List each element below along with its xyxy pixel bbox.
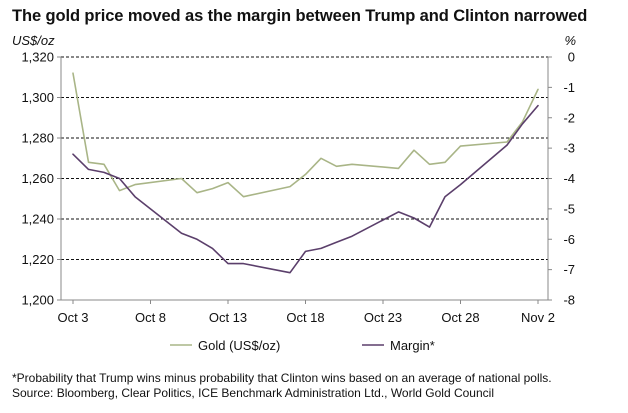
legend-margin: Margin*	[362, 338, 435, 353]
legend-gold-label: Gold (US$/oz)	[198, 338, 280, 353]
left-tick-label: 1,200	[21, 293, 54, 308]
right-tick-label: 0	[568, 50, 575, 65]
x-tick-label: Nov 2	[521, 310, 555, 325]
right-tick-label: -3	[563, 141, 575, 156]
source-text: Source: Bloomberg, Clear Politics, ICE B…	[12, 386, 494, 400]
margin-series-line	[72, 104, 539, 274]
left-tick-label: 1,280	[21, 131, 54, 146]
x-tick-label: Oct 8	[135, 310, 166, 325]
left-tick-label: 1,320	[21, 50, 54, 65]
left-tick-label: 1,220	[21, 252, 54, 267]
x-tick-label: Oct 28	[441, 310, 479, 325]
right-axis-unit: %	[564, 33, 576, 48]
axes: 1,200 1,220 1,240 1,260 1,280 1,300 1,320 -8 -7 -…	[21, 50, 575, 326]
x-tick-label: Oct 3	[57, 310, 88, 325]
legend: Gold (US$/oz) Margin*	[170, 338, 435, 353]
right-tick-label: -5	[563, 201, 575, 216]
gold-series-line	[72, 72, 539, 198]
x-tick-label: Oct 18	[286, 310, 324, 325]
legend-gold: Gold (US$/oz)	[170, 338, 280, 353]
right-tick-label: -6	[563, 232, 575, 247]
right-tick-label: -4	[563, 171, 575, 186]
right-tick-label: -1	[563, 80, 575, 95]
x-tick-label: Oct 13	[209, 310, 247, 325]
legend-margin-label: Margin*	[390, 338, 435, 353]
gridlines	[61, 56, 548, 260]
left-tick-label: 1,260	[21, 171, 54, 186]
footnote-text: *Probability that Trump wins minus proba…	[12, 371, 552, 385]
chart-title: The gold price moved as the margin betwe…	[12, 7, 588, 25]
series	[72, 72, 539, 274]
right-tick-label: -7	[563, 262, 575, 277]
x-tick-label: Oct 23	[364, 310, 402, 325]
left-tick-label: 1,300	[21, 90, 54, 105]
left-tick-label: 1,240	[21, 212, 54, 227]
right-tick-label: -8	[563, 293, 575, 308]
right-tick-label: -2	[563, 110, 575, 125]
footnote-block: *Probability that Trump wins minus proba…	[12, 371, 552, 401]
left-axis-unit: US$/oz	[12, 33, 55, 48]
